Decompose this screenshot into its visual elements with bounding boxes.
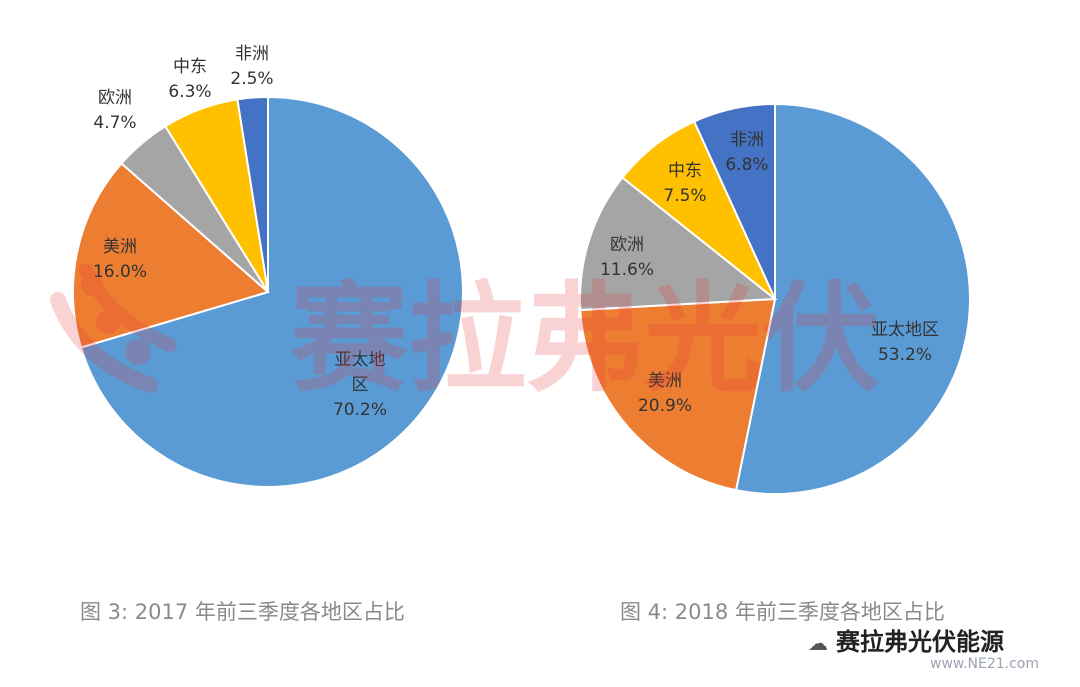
pie-chart-2017: 亚太地区 70.2% 美洲 16.0% 欧洲 4.7% 中东 6.3% 非洲 2.5% xyxy=(72,44,464,488)
pie-slice xyxy=(734,102,971,495)
source-brand: ☁ 赛拉弗光伏能源 xyxy=(808,622,1004,657)
pie-slice xyxy=(579,297,777,492)
caption-2017: 图 3: 2017 年前三季度各地区占比 xyxy=(80,600,405,624)
pie-slice xyxy=(236,95,269,293)
pie-chart-2018: 亚太地区 53.2% 美洲 20.9% 欧洲 11.6% 中东 7.5% 非洲 6.8% xyxy=(579,102,971,495)
slice-label: 非洲 xyxy=(235,44,269,64)
slice-label: 中东 xyxy=(668,161,702,181)
slice-label: 亚太地区 xyxy=(871,320,939,340)
pie-slice xyxy=(79,95,464,488)
slice-value-label: 53.2% xyxy=(878,345,932,365)
slice-value-label: 6.8% xyxy=(725,155,768,175)
slice-value-label: 11.6% xyxy=(600,260,654,280)
slice-label: 欧洲 xyxy=(98,88,132,108)
slice-label: 美洲 xyxy=(648,371,682,391)
slice-value-label: 70.2% xyxy=(333,400,387,420)
slice-label: 美洲 xyxy=(103,237,137,257)
slice-label: 亚太地区 xyxy=(335,350,386,395)
slice-value-label: 6.3% xyxy=(168,82,211,102)
slice-label: 非洲 xyxy=(730,130,764,150)
source-site: www.NE21.com xyxy=(930,656,1039,672)
slice-value-label: 2.5% xyxy=(230,69,273,89)
wechat-icon: ☁ xyxy=(808,631,828,655)
pie-slice xyxy=(72,162,271,349)
pie-slice xyxy=(579,176,778,312)
slice-value-label: 16.0% xyxy=(93,262,147,282)
slice-label: 欧洲 xyxy=(610,235,644,255)
slice-value-label: 20.9% xyxy=(638,396,692,416)
caption-2018: 图 4: 2018 年前三季度各地区占比 xyxy=(620,600,945,624)
slice-value-label: 4.7% xyxy=(93,113,136,133)
slice-label: 中东 xyxy=(173,57,207,77)
pie-slice xyxy=(692,102,776,300)
source-brand-name: 赛拉弗光伏能源 xyxy=(836,628,1004,656)
slice-value-label: 7.5% xyxy=(663,186,706,206)
